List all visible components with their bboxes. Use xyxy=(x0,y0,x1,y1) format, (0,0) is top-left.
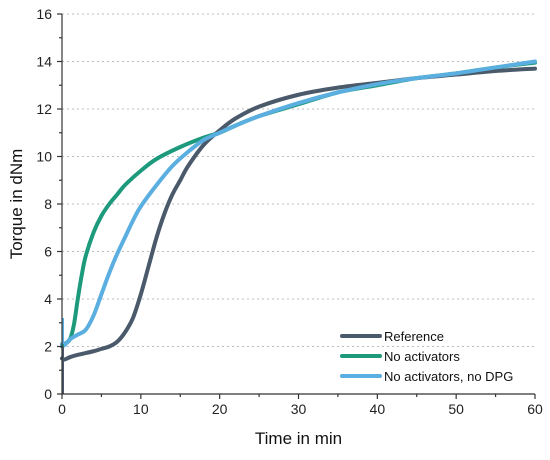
x-tick-label-10: 10 xyxy=(133,401,149,417)
legend-label-0: Reference xyxy=(384,329,444,344)
x-tick-label-20: 20 xyxy=(212,401,228,417)
y-tick-label-14: 14 xyxy=(36,54,52,70)
y-tick-label-2: 2 xyxy=(44,339,52,355)
series-line-0 xyxy=(60,66,537,362)
y-tick-label-0: 0 xyxy=(44,386,52,402)
legend-label-2: No activators, no DPG xyxy=(384,369,513,384)
x-tick-label-50: 50 xyxy=(448,401,464,417)
y-tick-label-6: 6 xyxy=(44,244,52,260)
legend: Reference No activators No activators, no … xyxy=(340,329,513,384)
ticks: 0 2 4 6 8 10 12 14 16 0 10 20 30 40 50 60 xyxy=(36,6,543,417)
y-tick-label-12: 12 xyxy=(36,101,52,117)
y-tick-label-8: 8 xyxy=(44,196,52,212)
series-lines xyxy=(60,59,537,362)
x-tick-label-30: 30 xyxy=(291,401,307,417)
legend-label-1: No activators xyxy=(384,349,460,364)
x-tick-label-40: 40 xyxy=(370,401,386,417)
y-tick-label-10: 10 xyxy=(36,149,52,165)
y-axis-title: Torque in dNm xyxy=(7,149,26,260)
x-tick-label-60: 60 xyxy=(527,401,543,417)
series-line-2 xyxy=(60,59,537,348)
x-axis-title: Time in min xyxy=(255,429,342,448)
x-tick-label-0: 0 xyxy=(58,401,66,417)
series-line-1 xyxy=(60,60,537,349)
y-tick-label-16: 16 xyxy=(36,6,52,22)
y-tick-label-4: 4 xyxy=(44,291,52,307)
grid xyxy=(62,13,535,347)
